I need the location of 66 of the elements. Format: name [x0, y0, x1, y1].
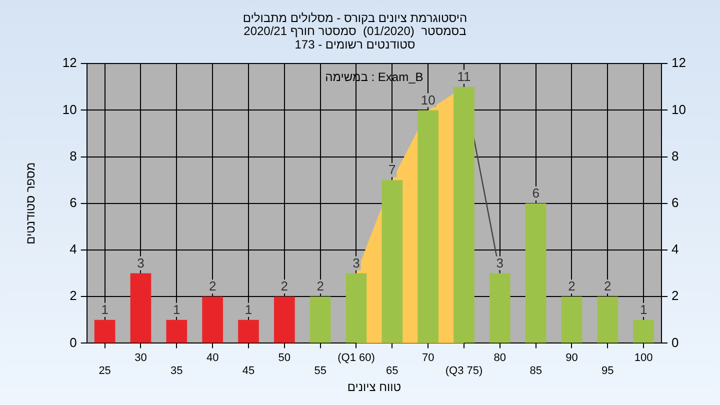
- data-label: 10: [420, 92, 436, 108]
- bar: [597, 296, 618, 343]
- data-label: 1: [244, 302, 252, 317]
- data-label: 1: [173, 302, 180, 317]
- y2-tick-label: 10: [672, 102, 686, 117]
- data-label: 1: [101, 302, 108, 317]
- y2-tick-label: 4: [672, 242, 679, 257]
- x-tick-label: (Q1 60): [338, 352, 375, 364]
- data-label: 3: [137, 255, 144, 270]
- data-label: 3: [352, 255, 360, 270]
- x-tick-label: 30: [134, 352, 147, 364]
- bar: [238, 320, 259, 343]
- bar: [202, 296, 223, 343]
- chart-title: היסטוגרמת ציונים בקורס - מסלולים מתבולים: [242, 10, 468, 25]
- y-tick-label: 10: [62, 102, 77, 117]
- data-label: 11: [457, 68, 471, 84]
- data-label: 2: [604, 278, 612, 294]
- x-tick-label: 80: [494, 352, 506, 364]
- bar: [94, 320, 116, 343]
- y-tick-label: 8: [70, 148, 77, 164]
- x-tick-label: 90: [566, 352, 578, 364]
- data-label: 2: [208, 278, 216, 294]
- x-tick-label: 85: [530, 365, 542, 378]
- chart-subtitle: בסמסטר (01/2020) סמסטר חורף 2020/21 סטודנטים רשומים - 173: [244, 24, 466, 52]
- x-tick-label: 55: [314, 365, 326, 378]
- y2-tick-label: 6: [672, 194, 679, 210]
- x-tick-label: 35: [170, 365, 183, 378]
- bar: [561, 296, 582, 343]
- x-tick-label: 100: [634, 352, 653, 364]
- x-tick-label: 70: [422, 352, 434, 364]
- x-tick-label: 45: [242, 365, 255, 378]
- data-label: 1: [640, 302, 648, 317]
- y-tick-label: 2: [70, 288, 77, 304]
- x-tick-label: (Q3 75): [445, 365, 483, 378]
- bar: [346, 273, 367, 343]
- data-label: 2: [568, 278, 576, 294]
- data-label: 3: [496, 255, 504, 270]
- bar: [525, 203, 546, 343]
- y-tick-label: 0: [70, 334, 77, 350]
- bar: [382, 180, 403, 343]
- bar: [274, 296, 295, 343]
- x-tick-label: 50: [278, 352, 291, 364]
- data-label: 6: [532, 185, 540, 200]
- bar: [633, 320, 654, 343]
- bar: [310, 296, 331, 343]
- y-tick-label: 6: [70, 194, 77, 210]
- bar: [130, 273, 152, 343]
- data-label: 2: [280, 278, 288, 294]
- y-axis-title: מספר סטודנטים: [24, 162, 38, 244]
- data-label: 2: [316, 278, 324, 294]
- bar: [454, 86, 474, 343]
- x-tick-label: 40: [206, 352, 219, 364]
- x-tick-label: 95: [602, 365, 614, 378]
- y2-tick-label: 2: [672, 288, 679, 304]
- bar: [166, 320, 188, 343]
- x-tick-label: 25: [98, 365, 111, 378]
- y2-tick-label: 8: [672, 148, 679, 164]
- y-tick-label: 12: [62, 55, 77, 70]
- y2-tick-label: 12: [672, 55, 686, 70]
- bar: [489, 273, 510, 343]
- bar: [418, 110, 438, 343]
- x-axis-title: טווח ציונים: [347, 380, 402, 394]
- data-label: 7: [388, 162, 396, 178]
- y2-tick-label: 0: [672, 334, 679, 350]
- y-tick-label: 4: [70, 242, 77, 257]
- x-tick-label: 65: [386, 365, 398, 378]
